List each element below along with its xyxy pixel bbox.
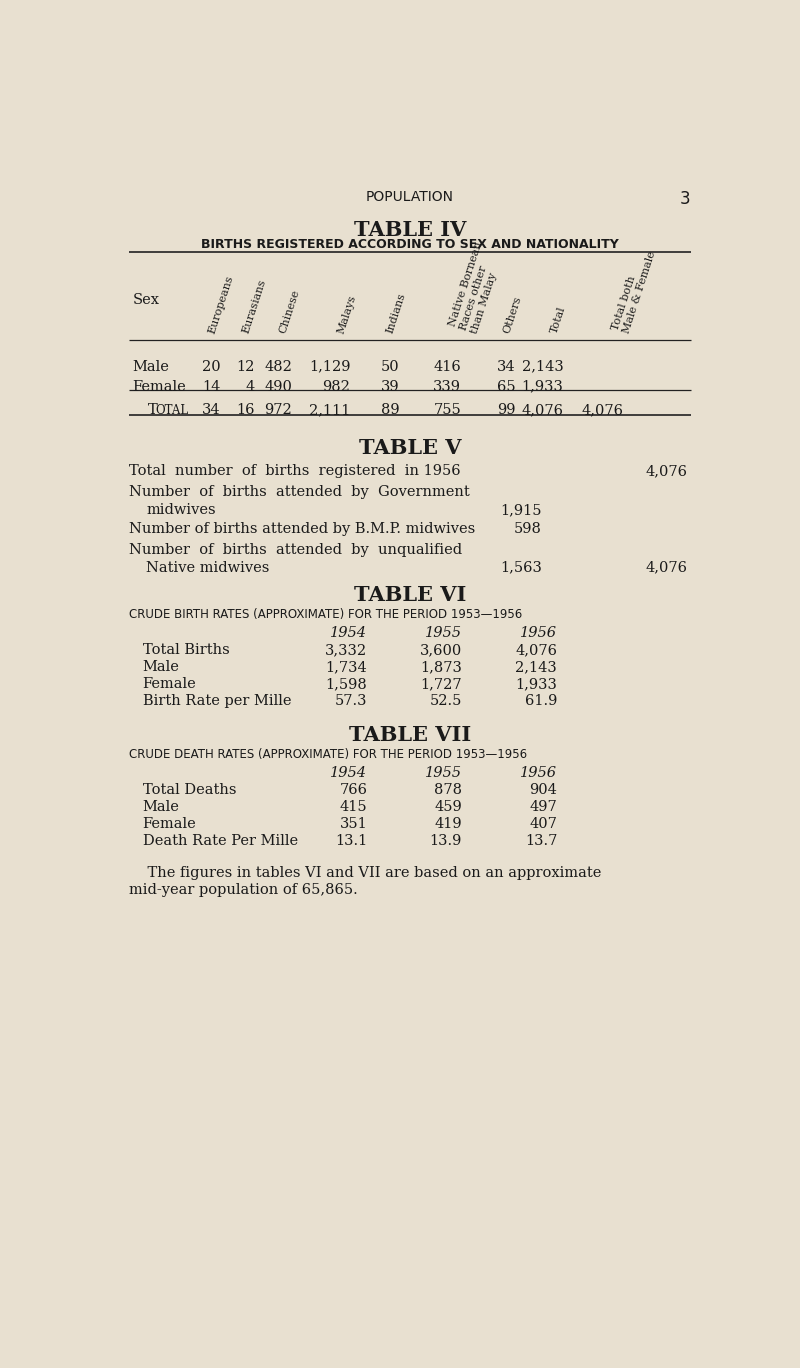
Text: 1954: 1954	[330, 766, 367, 780]
Text: 1,933: 1,933	[522, 380, 563, 394]
Text: 4,076: 4,076	[515, 643, 558, 657]
Text: 50: 50	[381, 360, 399, 373]
Text: 1,129: 1,129	[309, 360, 350, 373]
Text: Eurasians: Eurasians	[241, 279, 268, 335]
Text: 351: 351	[340, 817, 367, 832]
Text: 3: 3	[680, 190, 690, 208]
Text: 3,600: 3,600	[420, 643, 462, 657]
Text: 1,873: 1,873	[420, 659, 462, 674]
Text: T: T	[148, 402, 158, 417]
Text: Female: Female	[142, 817, 196, 832]
Text: Number  of  births  attended  by  Government: Number of births attended by Government	[130, 486, 470, 499]
Text: 1955: 1955	[425, 766, 462, 780]
Text: 416: 416	[434, 360, 461, 373]
Text: Birth Rate per Mille: Birth Rate per Mille	[142, 694, 291, 707]
Text: TABLE VII: TABLE VII	[349, 725, 471, 744]
Text: 4,076: 4,076	[646, 561, 687, 575]
Text: Malays: Malays	[336, 294, 358, 335]
Text: Total Births: Total Births	[142, 643, 230, 657]
Text: CRUDE DEATH RATES (APPROXIMATE) FOR THE PERIOD 1953—1956: CRUDE DEATH RATES (APPROXIMATE) FOR THE …	[130, 748, 527, 761]
Text: 34: 34	[202, 402, 221, 417]
Text: 20: 20	[202, 360, 221, 373]
Text: 766: 766	[339, 784, 367, 798]
Text: Europeans: Europeans	[207, 275, 235, 335]
Text: 1,727: 1,727	[420, 677, 462, 691]
Text: 1,915: 1,915	[500, 503, 542, 517]
Text: 1956: 1956	[520, 627, 558, 640]
Text: 2,143: 2,143	[515, 659, 558, 674]
Text: OTAL: OTAL	[155, 405, 188, 417]
Text: 3,332: 3,332	[326, 643, 367, 657]
Text: BIRTHS REGISTERED ACCORDING TO SEX AND NATIONALITY: BIRTHS REGISTERED ACCORDING TO SEX AND N…	[201, 238, 619, 252]
Text: TABLE V: TABLE V	[358, 438, 462, 458]
Text: 419: 419	[434, 817, 462, 832]
Text: 39: 39	[381, 380, 399, 394]
Text: 4,076: 4,076	[582, 402, 624, 417]
Text: Female: Female	[133, 380, 186, 394]
Text: Native midwives: Native midwives	[146, 561, 270, 575]
Text: Total Deaths: Total Deaths	[142, 784, 236, 798]
Text: 4,076: 4,076	[522, 402, 563, 417]
Text: 2,111: 2,111	[309, 402, 350, 417]
Text: 598: 598	[514, 523, 542, 536]
Text: 34: 34	[497, 360, 515, 373]
Text: Indians: Indians	[386, 291, 408, 335]
Text: 459: 459	[434, 800, 462, 814]
Text: POPULATION: POPULATION	[366, 190, 454, 204]
Text: 99: 99	[497, 402, 515, 417]
Text: The figures in tables VI and VII are based on an approximate: The figures in tables VI and VII are bas…	[130, 866, 602, 881]
Text: Male: Male	[142, 659, 179, 674]
Text: Total both
Male & Female: Total both Male & Female	[610, 246, 657, 335]
Text: Male: Male	[133, 360, 170, 373]
Text: 57.3: 57.3	[335, 694, 367, 707]
Text: 14: 14	[202, 380, 221, 394]
Text: Chinese: Chinese	[278, 289, 302, 335]
Text: Death Rate Per Mille: Death Rate Per Mille	[142, 834, 298, 848]
Text: 1,563: 1,563	[500, 561, 542, 575]
Text: Others: Others	[502, 295, 523, 335]
Text: TABLE VI: TABLE VI	[354, 584, 466, 605]
Text: 1956: 1956	[520, 766, 558, 780]
Text: 4,076: 4,076	[646, 465, 687, 479]
Text: 755: 755	[434, 402, 461, 417]
Text: 12: 12	[237, 360, 255, 373]
Text: Number  of  births  attended  by  unqualified: Number of births attended by unqualified	[130, 543, 462, 557]
Text: CRUDE BIRTH RATES (APPROXIMATE) FOR THE PERIOD 1953—1956: CRUDE BIRTH RATES (APPROXIMATE) FOR THE …	[130, 607, 522, 621]
Text: Total  number  of  births  registered  in 1956: Total number of births registered in 195…	[130, 465, 461, 479]
Text: TABLE IV: TABLE IV	[354, 220, 466, 239]
Text: 482: 482	[264, 360, 292, 373]
Text: 415: 415	[340, 800, 367, 814]
Text: 1,734: 1,734	[326, 659, 367, 674]
Text: 4: 4	[246, 380, 255, 394]
Text: 13.7: 13.7	[525, 834, 558, 848]
Text: 972: 972	[265, 402, 292, 417]
Text: 1955: 1955	[425, 627, 462, 640]
Text: 1954: 1954	[330, 627, 367, 640]
Text: 61.9: 61.9	[525, 694, 558, 707]
Text: 904: 904	[530, 784, 558, 798]
Text: Sex: Sex	[133, 293, 159, 306]
Text: 65: 65	[497, 380, 515, 394]
Text: 490: 490	[264, 380, 292, 394]
Text: mid-year population of 65,865.: mid-year population of 65,865.	[130, 884, 358, 897]
Text: Number of births attended by B.M.P. midwives: Number of births attended by B.M.P. midw…	[130, 523, 476, 536]
Text: 339: 339	[433, 380, 461, 394]
Text: 982: 982	[322, 380, 350, 394]
Text: midwives: midwives	[146, 503, 216, 517]
Text: 16: 16	[237, 402, 255, 417]
Text: 52.5: 52.5	[430, 694, 462, 707]
Text: 13.1: 13.1	[335, 834, 367, 848]
Text: 89: 89	[381, 402, 399, 417]
Text: 878: 878	[434, 784, 462, 798]
Text: Female: Female	[142, 677, 196, 691]
Text: 497: 497	[530, 800, 558, 814]
Text: Total: Total	[550, 305, 567, 335]
Text: 1,933: 1,933	[515, 677, 558, 691]
Text: Native Bornean
Races other
than Malay: Native Bornean Races other than Malay	[447, 241, 506, 335]
Text: 1,598: 1,598	[326, 677, 367, 691]
Text: 13.9: 13.9	[430, 834, 462, 848]
Text: Male: Male	[142, 800, 179, 814]
Text: 407: 407	[530, 817, 558, 832]
Text: 2,143: 2,143	[522, 360, 563, 373]
